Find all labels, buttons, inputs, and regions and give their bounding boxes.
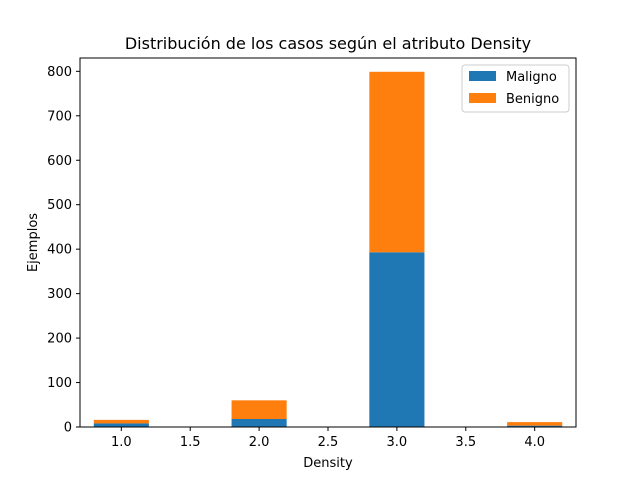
plot-frame (79, 57, 577, 428)
y-tick-label: 100 (47, 376, 72, 391)
x-tick-label: 3.5 (455, 435, 476, 450)
bar-maligno-2 (369, 252, 425, 427)
bar-benigno-2 (369, 71, 425, 253)
legend-label-benigno: Benigno (506, 92, 559, 107)
legend: Maligno Benigno (461, 64, 570, 113)
x-axis-label: Density (303, 456, 353, 471)
x-axis-ticks: 1.0 1.5 2.0 2.5 3.0 3.5 4.0 (111, 427, 545, 450)
y-axis-label: Ejemplos (26, 213, 41, 272)
chart-title: Distribución de los casos según el atrib… (125, 34, 531, 53)
x-tick-label: 2.5 (318, 435, 339, 450)
bar-benigno-1 (231, 400, 287, 419)
y-tick-label: 800 (47, 65, 72, 80)
bar-benigno-0 (93, 419, 149, 424)
y-tick-label: 400 (47, 243, 72, 258)
bar-maligno-1 (231, 418, 287, 427)
bars-group (93, 71, 563, 427)
bar-maligno-3 (507, 425, 563, 427)
bar-maligno-0 (93, 423, 149, 427)
y-tick-label: 300 (47, 287, 72, 302)
y-tick-label: 0 (64, 421, 72, 436)
y-axis-ticks: 0 100 200 300 400 500 600 700 800 (47, 65, 80, 436)
x-tick-label: 4.0 (524, 435, 545, 450)
x-tick-label: 3.0 (387, 435, 408, 450)
legend-swatch-benigno (469, 93, 496, 103)
x-tick-label: 1.5 (180, 435, 201, 450)
x-tick-label: 1.0 (111, 435, 132, 450)
y-tick-label: 500 (47, 198, 72, 213)
legend-swatch-maligno (469, 71, 496, 81)
y-tick-label: 200 (47, 332, 72, 347)
legend-label-maligno: Maligno (506, 70, 557, 85)
y-tick-label: 700 (47, 109, 72, 124)
x-tick-label: 2.0 (249, 435, 270, 450)
bar-benigno-3 (507, 422, 563, 426)
y-tick-label: 600 (47, 154, 72, 169)
